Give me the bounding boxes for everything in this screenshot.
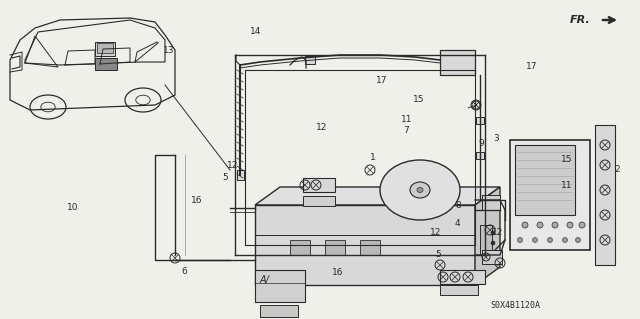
Text: 6: 6 bbox=[181, 267, 187, 276]
Text: 12: 12 bbox=[492, 228, 503, 237]
Bar bbox=[440, 50, 475, 75]
Polygon shape bbox=[475, 187, 500, 285]
Bar bbox=[95, 58, 117, 70]
Bar bbox=[482, 250, 502, 264]
Text: FR.: FR. bbox=[570, 15, 591, 25]
Circle shape bbox=[518, 238, 522, 242]
Bar bbox=[303, 178, 335, 192]
Bar bbox=[325, 240, 345, 255]
Circle shape bbox=[547, 238, 552, 242]
Text: 15: 15 bbox=[561, 155, 572, 164]
Text: 13: 13 bbox=[163, 46, 174, 55]
Polygon shape bbox=[255, 205, 475, 285]
Text: 12: 12 bbox=[430, 228, 442, 237]
Text: 3: 3 bbox=[493, 134, 499, 143]
Circle shape bbox=[575, 238, 580, 242]
Bar bbox=[237, 170, 243, 180]
Text: 1: 1 bbox=[370, 153, 376, 162]
Text: A/: A/ bbox=[260, 275, 270, 285]
Bar bbox=[480, 225, 492, 255]
Bar bbox=[510, 140, 590, 250]
Text: 8: 8 bbox=[456, 201, 461, 210]
Bar bbox=[97, 43, 113, 53]
Circle shape bbox=[563, 238, 568, 242]
Circle shape bbox=[552, 222, 558, 228]
Ellipse shape bbox=[417, 188, 423, 192]
Circle shape bbox=[491, 231, 495, 235]
Bar bbox=[95, 42, 115, 56]
Bar bbox=[476, 116, 484, 123]
Bar bbox=[360, 240, 380, 255]
Bar bbox=[515, 145, 575, 215]
Bar bbox=[476, 152, 484, 159]
Text: 10: 10 bbox=[67, 203, 79, 212]
Circle shape bbox=[491, 241, 495, 245]
Bar bbox=[305, 56, 315, 64]
Circle shape bbox=[522, 222, 528, 228]
Text: 5: 5 bbox=[222, 173, 228, 182]
Text: 4: 4 bbox=[454, 219, 460, 228]
Text: 9: 9 bbox=[479, 139, 484, 148]
Circle shape bbox=[537, 222, 543, 228]
Text: 5: 5 bbox=[435, 250, 441, 259]
Text: 16: 16 bbox=[332, 268, 343, 277]
Polygon shape bbox=[255, 187, 500, 205]
Text: 2: 2 bbox=[614, 165, 620, 174]
Bar bbox=[255, 270, 305, 302]
Text: 7: 7 bbox=[403, 126, 409, 135]
Text: 14: 14 bbox=[250, 27, 261, 36]
Text: 17: 17 bbox=[376, 76, 388, 85]
Text: 11: 11 bbox=[401, 115, 412, 124]
Circle shape bbox=[567, 222, 573, 228]
Text: 11: 11 bbox=[561, 181, 572, 189]
Bar bbox=[482, 195, 500, 210]
Bar bbox=[595, 125, 615, 265]
Bar bbox=[290, 240, 310, 255]
Circle shape bbox=[491, 251, 495, 255]
Text: 15: 15 bbox=[413, 95, 424, 104]
Ellipse shape bbox=[380, 160, 460, 220]
Circle shape bbox=[532, 238, 538, 242]
Bar bbox=[440, 285, 478, 295]
Text: S0X4B1120A: S0X4B1120A bbox=[490, 300, 540, 309]
Bar bbox=[260, 305, 298, 317]
Text: 12: 12 bbox=[316, 123, 327, 132]
Bar bbox=[440, 270, 485, 284]
Text: 17: 17 bbox=[526, 62, 538, 70]
Text: 12: 12 bbox=[227, 161, 239, 170]
Circle shape bbox=[579, 222, 585, 228]
Bar bbox=[303, 196, 335, 206]
Text: 16: 16 bbox=[191, 196, 202, 204]
Ellipse shape bbox=[410, 182, 430, 198]
